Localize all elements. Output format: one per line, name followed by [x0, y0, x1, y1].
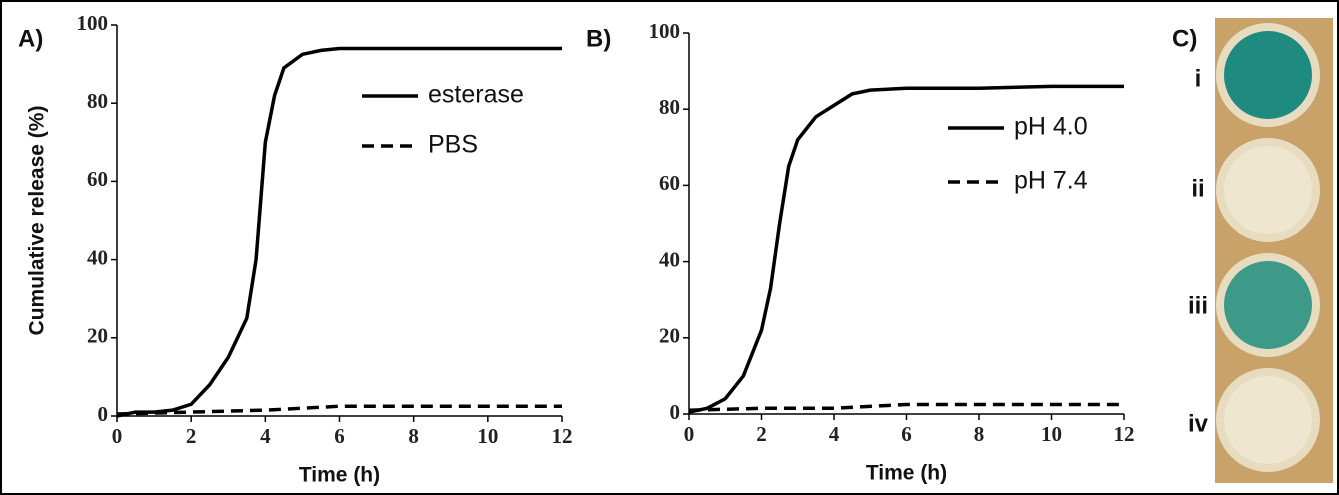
well-fill: [1224, 146, 1312, 234]
y-tick-label: 0: [98, 402, 109, 426]
line: [688, 402, 1124, 412]
x-tick-label: 4: [260, 424, 271, 448]
x-tick-label: 10: [477, 424, 498, 448]
panel-label: C): [1172, 25, 1197, 52]
line: [116, 46, 562, 418]
y-axis-label: Cumulative release (%): [26, 106, 49, 336]
x-tick-label: 6: [901, 422, 912, 446]
y-tick-label: 40: [659, 247, 680, 271]
x-tick-label: 0: [684, 422, 695, 446]
x-axis-label: Time (h): [866, 462, 947, 485]
x-tick-label: 2: [186, 424, 197, 448]
x-axis-label: Time (h): [299, 464, 380, 487]
well-label: ii: [1191, 175, 1204, 202]
legend-label: pH 4.0: [1014, 113, 1088, 141]
x-tick-label: 12: [1114, 422, 1135, 446]
y-tick-label: 20: [87, 324, 108, 348]
well-label: iv: [1188, 410, 1209, 437]
well-label: i: [1195, 65, 1202, 92]
y-tick-label: 80: [659, 95, 680, 119]
well-label: iii: [1188, 292, 1208, 319]
x-tick-label: 6: [334, 424, 345, 448]
y-tick-label: 60: [659, 171, 680, 195]
panel-label: A): [18, 25, 43, 52]
line: [116, 404, 562, 416]
legend-label: esterase: [428, 81, 524, 109]
photo: [1215, 18, 1333, 483]
y-tick-label: 100: [77, 11, 109, 35]
well-fill: [1224, 261, 1312, 349]
x-tick-label: 12: [552, 424, 573, 448]
x-tick-label: 4: [829, 422, 840, 446]
legend-label: PBS: [428, 131, 478, 159]
well-fill: [1224, 31, 1312, 119]
y-tick-label: 40: [87, 245, 108, 269]
panel-label: B): [586, 25, 611, 52]
line: [688, 84, 1124, 414]
y-tick-label: 100: [649, 19, 681, 43]
y-tick-label: 60: [87, 167, 108, 191]
x-tick-label: 8: [974, 422, 985, 446]
x-tick-label: 10: [1041, 422, 1062, 446]
y-tick-label: 80: [87, 89, 108, 113]
x-tick-label: 2: [756, 422, 767, 446]
y-tick-label: 0: [670, 400, 681, 424]
y-tick-label: 20: [659, 324, 680, 348]
legend-label: pH 7.4: [1014, 167, 1088, 195]
x-tick-label: 8: [408, 424, 419, 448]
well-fill: [1224, 376, 1312, 464]
x-tick-label: 0: [112, 424, 123, 448]
